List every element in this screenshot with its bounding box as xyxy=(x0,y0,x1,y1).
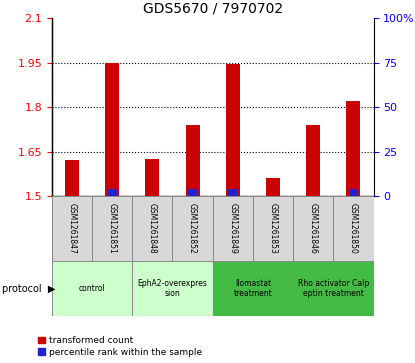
Bar xyxy=(213,261,293,316)
Bar xyxy=(333,196,374,261)
Text: GSM1261846: GSM1261846 xyxy=(309,203,318,254)
Text: GSM1261849: GSM1261849 xyxy=(228,203,237,254)
Bar xyxy=(105,63,119,196)
Bar xyxy=(186,125,200,196)
Text: GSM1261847: GSM1261847 xyxy=(68,203,76,254)
Bar xyxy=(107,189,117,196)
Bar xyxy=(213,196,253,261)
Bar xyxy=(65,160,79,196)
Bar xyxy=(293,196,333,261)
Text: EphA2-overexpres
sion: EphA2-overexpres sion xyxy=(137,279,208,298)
Bar xyxy=(226,64,240,196)
Text: GSM1261848: GSM1261848 xyxy=(148,203,157,254)
Bar xyxy=(132,196,173,261)
Bar xyxy=(349,189,358,196)
Bar xyxy=(92,196,132,261)
Bar xyxy=(253,196,293,261)
Text: GSM1261852: GSM1261852 xyxy=(188,203,197,254)
Text: Ilomastat
treatment: Ilomastat treatment xyxy=(234,279,272,298)
Bar xyxy=(132,261,213,316)
Legend: transformed count, percentile rank within the sample: transformed count, percentile rank withi… xyxy=(38,336,202,357)
Text: GSM1261853: GSM1261853 xyxy=(269,203,278,254)
Bar xyxy=(228,189,237,196)
Text: Rho activator Calp
eptin treatment: Rho activator Calp eptin treatment xyxy=(298,279,369,298)
Text: GSM1261850: GSM1261850 xyxy=(349,203,358,254)
Bar xyxy=(266,178,280,196)
Bar xyxy=(52,196,92,261)
Title: GDS5670 / 7970702: GDS5670 / 7970702 xyxy=(143,1,283,16)
Bar xyxy=(145,159,159,196)
Bar xyxy=(52,261,132,316)
Bar xyxy=(347,101,361,196)
Text: protocol  ▶: protocol ▶ xyxy=(2,284,56,294)
Bar xyxy=(293,261,374,316)
Text: GSM1261851: GSM1261851 xyxy=(107,203,117,254)
Bar xyxy=(188,189,197,196)
Bar xyxy=(306,125,320,196)
Bar xyxy=(173,196,213,261)
Text: control: control xyxy=(79,284,105,293)
